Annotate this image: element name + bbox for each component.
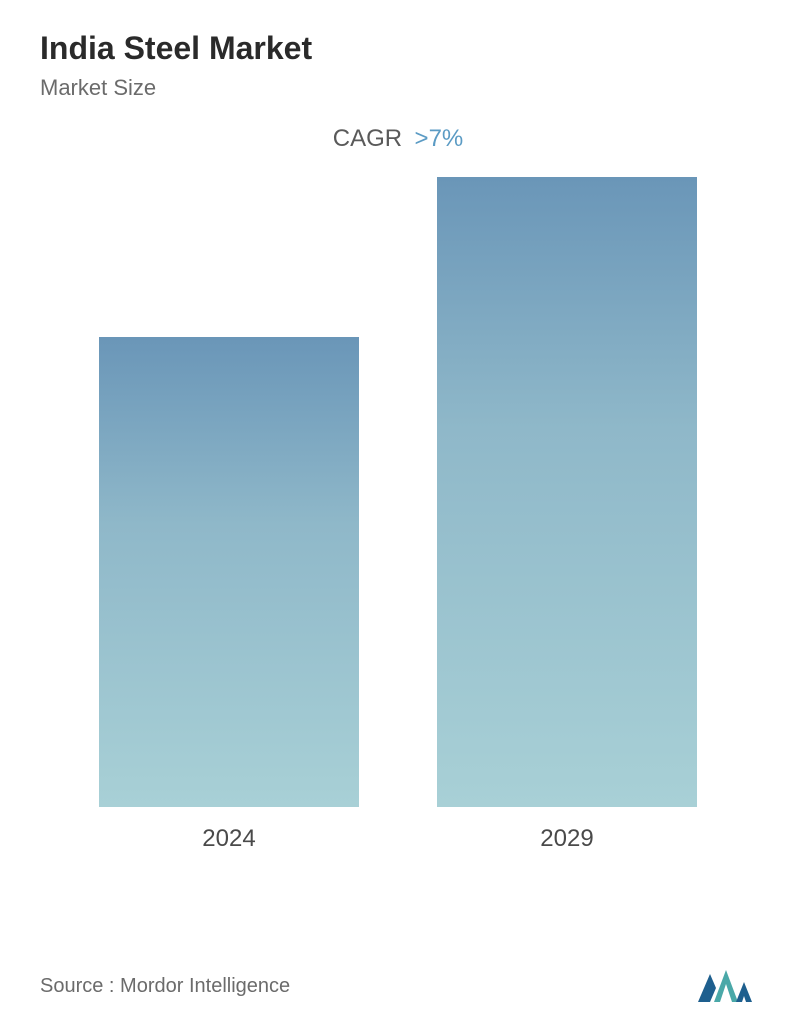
logo-shape-3 [736,982,752,1002]
bar-1 [437,177,697,807]
footer: Source : Mordor Intelligence [40,968,756,1004]
source-text: Source : Mordor Intelligence [40,975,290,998]
bar-group-0: 2024 [99,337,359,853]
chart-area: 2024 2029 [40,213,756,853]
chart-title: India Steel Market [40,30,756,67]
cagr-container: CAGR >7% [40,125,756,153]
logo-shape-2 [714,970,738,1002]
logo-shape-1 [698,974,716,1002]
cagr-value: >7% [415,125,464,152]
bar-label-0: 2024 [202,825,255,853]
source-label: Source : [40,975,114,997]
bar-0 [99,337,359,807]
chart-subtitle: Market Size [40,75,756,101]
bar-label-1: 2029 [540,825,593,853]
mordor-logo-icon [696,968,756,1004]
bar-group-1: 2029 [437,177,697,853]
source-value: Mordor Intelligence [120,975,290,997]
cagr-label: CAGR [333,125,402,152]
